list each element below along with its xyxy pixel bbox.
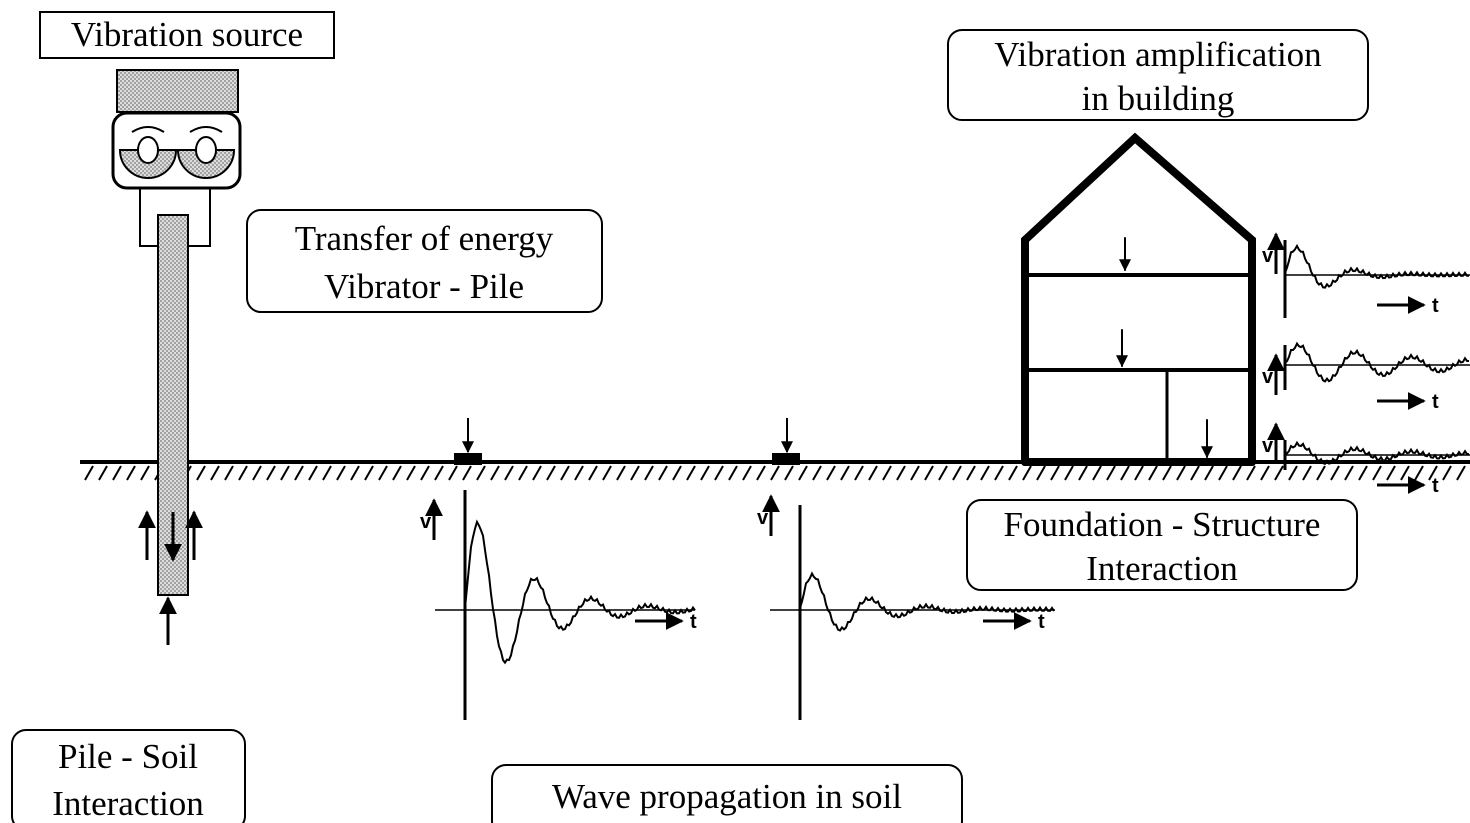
label: Vibrator - Pile xyxy=(324,267,524,306)
waveform xyxy=(799,571,1055,632)
label: in building xyxy=(1082,79,1235,118)
label: Transfer of energy xyxy=(295,219,554,258)
wave-x-label: t xyxy=(1432,475,1439,497)
label: Vibration amplification xyxy=(994,35,1321,74)
label-box xyxy=(947,29,1369,121)
vibrator xyxy=(111,69,242,247)
wave-x-label: t xyxy=(1432,391,1439,413)
label-box xyxy=(246,209,603,313)
ground-hatch xyxy=(84,465,1466,481)
wave-x-label: t xyxy=(1038,611,1045,633)
label: Interaction xyxy=(52,784,204,823)
label: Pile - Soil xyxy=(58,737,198,776)
label-box xyxy=(966,499,1358,591)
label: Wave propagation in soil xyxy=(552,777,902,816)
wave-y-label: v xyxy=(1262,245,1274,267)
label-box xyxy=(39,11,335,59)
building xyxy=(1021,132,1256,466)
waveform xyxy=(1284,341,1469,383)
label: Foundation - Structure xyxy=(1004,505,1321,544)
wave-y-label: v xyxy=(420,511,432,533)
waveform xyxy=(1284,243,1469,289)
wave-y-label: v xyxy=(1262,435,1274,457)
waveform xyxy=(1284,440,1469,465)
wave-y-label: v xyxy=(1262,366,1274,388)
wave-y-label: v xyxy=(757,507,769,529)
wave-x-label: t xyxy=(690,611,697,633)
pile-arrows xyxy=(138,510,203,645)
label: Interaction xyxy=(1086,549,1238,588)
waveform xyxy=(464,519,696,665)
measure-points xyxy=(454,418,800,465)
label-box xyxy=(11,729,246,823)
label: Vibration source xyxy=(71,15,303,54)
label-box xyxy=(491,764,963,823)
wave-x-label: t xyxy=(1432,295,1439,317)
